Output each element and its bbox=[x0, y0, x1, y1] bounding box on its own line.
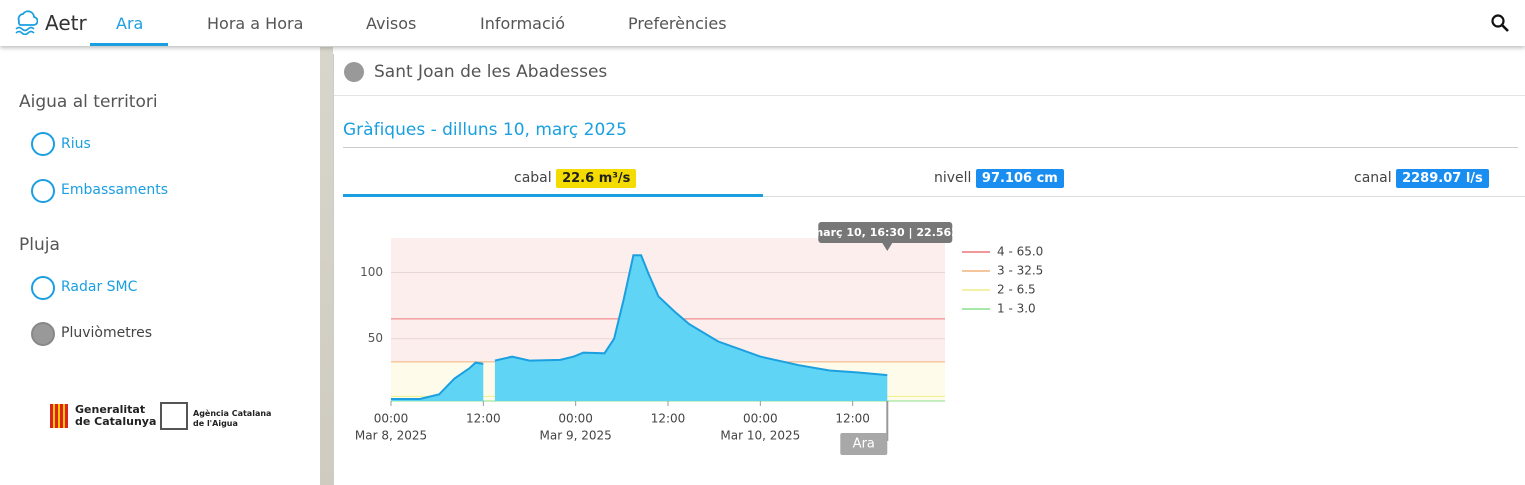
section-title: Pluja bbox=[19, 235, 60, 255]
logo-text: de Catalunya bbox=[75, 415, 157, 428]
tab-value: 97.106 cm bbox=[975, 169, 1064, 188]
logo-text[interactable]: Aetr bbox=[45, 11, 87, 35]
x-tick-label: 00:00 bbox=[743, 412, 778, 426]
legend-label: 4 - 65.0 bbox=[997, 245, 1043, 259]
area-fill bbox=[391, 362, 484, 401]
nav-tab[interactable]: Hora a Hora bbox=[207, 14, 304, 33]
sidebar: Aigua al territori Rius Embassaments Plu… bbox=[0, 47, 320, 485]
active-tab-underline bbox=[90, 43, 168, 46]
logo-aca: Agència Catalana de l'Aigua bbox=[193, 409, 271, 429]
logo-text: de l'Aigua bbox=[193, 419, 238, 428]
link[interactable]: Embassaments bbox=[61, 182, 169, 198]
tab-cabal[interactable]: cabal 22.6 m³/s bbox=[514, 169, 637, 188]
x-tick-label: 12:00 bbox=[835, 412, 870, 426]
map-strip bbox=[320, 47, 333, 485]
tooltip-text: març 10, 16:30 | 22.562 bbox=[812, 226, 959, 239]
logo-text: Agència Catalana bbox=[193, 409, 272, 418]
now-box bbox=[840, 433, 888, 455]
legend-label: 3 - 32.5 bbox=[997, 264, 1043, 278]
link[interactable]: Radar SMC bbox=[61, 279, 138, 295]
x-tick-date: Mar 9, 2025 bbox=[540, 429, 612, 443]
divider bbox=[343, 147, 1518, 148]
station-icon bbox=[344, 62, 364, 82]
link[interactable]: Pluviòmetres bbox=[61, 325, 153, 341]
logo-generalitat: Generalitat de Catalunya bbox=[75, 404, 156, 428]
logo-aca-icon bbox=[160, 402, 188, 430]
legend-label: 2 - 6.5 bbox=[997, 283, 1036, 297]
top-bar: Aetr Ara Hora a Hora Avisos Informació P… bbox=[0, 0, 1525, 46]
link[interactable]: Rius bbox=[61, 136, 91, 152]
area-fill bbox=[494, 255, 888, 401]
charts-title: Gràfiques - dilluns 10, març 2025 bbox=[343, 120, 627, 140]
y-tick-label: 50 bbox=[368, 331, 383, 345]
nav-tab[interactable]: Ara bbox=[116, 14, 144, 33]
tab-label: nivell bbox=[934, 170, 972, 186]
x-tick-label: 12:00 bbox=[651, 412, 686, 426]
station-name: Sant Joan de les Abadesses bbox=[374, 62, 608, 82]
flow-line bbox=[391, 254, 888, 400]
logo-text: Generalitat bbox=[75, 403, 146, 416]
logo-icon bbox=[15, 10, 38, 35]
active-tab-underline bbox=[343, 194, 763, 197]
section-title: Aigua al territori bbox=[19, 92, 158, 112]
icon bbox=[31, 276, 55, 300]
tooltip-arrow bbox=[882, 243, 893, 251]
tab-label: cabal bbox=[514, 170, 552, 186]
icon bbox=[31, 132, 55, 156]
now-label: Ara bbox=[853, 437, 875, 452]
x-tick-label: 12:00 bbox=[466, 412, 501, 426]
icon bbox=[31, 179, 55, 203]
tab-value: 2289.07 l/s bbox=[1396, 169, 1489, 188]
x-tick-date: Mar 8, 2025 bbox=[355, 429, 427, 443]
nav-tab[interactable]: Avisos bbox=[366, 14, 417, 33]
chart: 50 100 4 - 65.0 3 - 32.5 2 - 6.5 1 - 3.0 00:00… bbox=[355, 222, 1043, 455]
tooltip-box bbox=[818, 222, 953, 243]
x-tick-label: 00:00 bbox=[374, 412, 409, 426]
tab-value: 22.6 m³/s bbox=[556, 169, 637, 188]
tab-nivell[interactable]: nivell 97.106 cm bbox=[934, 169, 1064, 188]
search-icon[interactable] bbox=[1490, 13, 1510, 33]
divider bbox=[763, 196, 1525, 197]
logo-flag bbox=[50, 404, 68, 428]
tab-canal[interactable]: canal 2289.07 l/s bbox=[1354, 169, 1489, 188]
tab-label: canal bbox=[1354, 170, 1392, 186]
icon bbox=[31, 322, 55, 346]
nav-tab[interactable]: Preferències bbox=[628, 14, 727, 33]
legend-label: 1 - 3.0 bbox=[997, 302, 1036, 316]
x-tick-label: 00:00 bbox=[558, 412, 593, 426]
y-tick-label: 100 bbox=[360, 265, 383, 279]
x-tick-date: Mar 10, 2025 bbox=[720, 429, 800, 443]
nav-tab[interactable]: Informació bbox=[480, 14, 565, 33]
divider bbox=[334, 95, 1525, 96]
